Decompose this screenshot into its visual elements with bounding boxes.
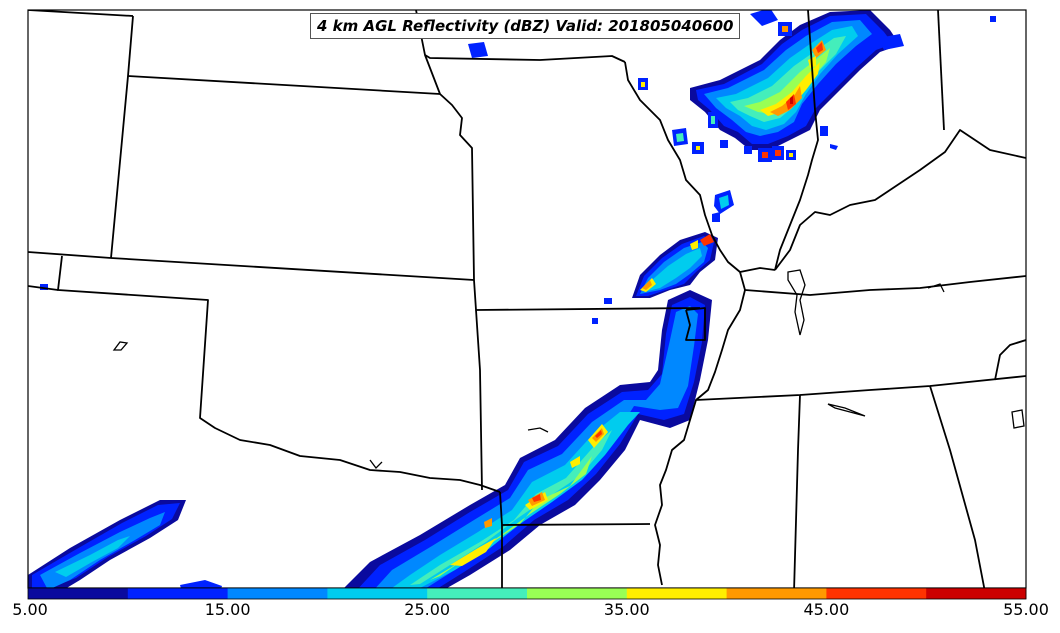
boundary-il-in: [774, 10, 819, 271]
echo-band-main: [344, 290, 712, 588]
boundary-ne-ks: [127, 75, 441, 95]
boundary-ks-mo: [439, 93, 475, 281]
boundary-il-ky: [739, 267, 776, 273]
colorbar-swatch: [826, 588, 927, 599]
colorbar-border: [27, 587, 1027, 600]
boundary-al-ga: [929, 385, 986, 588]
colorbar-tick-label: 45.00: [803, 600, 850, 619]
boundary-mo-bootheel: [685, 307, 706, 341]
lake-nm: [112, 341, 129, 351]
echo-cluster-north: [40, 10, 996, 324]
boundary-ne-sd: [28, 10, 134, 17]
colorbar-swatch: [726, 588, 827, 599]
lake-ga: [1011, 409, 1025, 429]
lakes: [112, 269, 1025, 469]
colorbar-tick-label: 55.00: [1003, 600, 1049, 619]
colorbar-swatch: [327, 588, 428, 599]
echo-band-missouri: [632, 190, 734, 298]
colorbar: [27, 587, 1027, 600]
boundary-in-oh: [937, 10, 945, 131]
colorbar-swatch: [626, 588, 728, 599]
boundary-mississippi-river: [624, 61, 746, 586]
lake-ok: [369, 459, 383, 469]
colorbar-tick-label: 35.00: [603, 600, 650, 619]
colorbar-swatch: [427, 588, 528, 599]
boundary-ks-ok-east: [110, 257, 475, 281]
lake-tn: [927, 283, 945, 293]
boundary-ok-tx: [57, 255, 501, 493]
boundary-ia-mo: [424, 54, 626, 63]
map-title: 4 km AGL Reflectivity (dBZ) Valid: 20180…: [310, 13, 741, 39]
boundary-va-nc: [994, 339, 1026, 381]
state-boundaries: [28, 10, 1026, 588]
colorbar-tick-label: 15.00: [204, 600, 251, 619]
colorbar-tick-label: 25.00: [404, 600, 451, 619]
lake-al: [827, 403, 866, 417]
boundary-tn-south: [695, 375, 1026, 401]
colorbar-swatch: [527, 588, 628, 599]
colorbar-swatch: [926, 588, 1027, 599]
lake-tx-ark: [527, 427, 549, 433]
boundary-ky-tn: [744, 275, 1026, 296]
reflectivity-field: [28, 10, 996, 588]
echo-band-southwest: [28, 500, 222, 588]
colorbar-swatch: [227, 588, 328, 599]
boundary-nm-tx: [28, 285, 59, 291]
boundary-ms-al: [793, 394, 801, 588]
boundary-ok-ar: [475, 309, 483, 491]
colorbar-swatch: [127, 588, 229, 599]
boundary-ks-ok: [28, 251, 112, 259]
colorbar-tick-label: 5.00: [12, 600, 48, 619]
boundary-ohio-river: [774, 129, 1026, 271]
lake-ky: [787, 269, 806, 336]
colorbar-swatch: [28, 588, 129, 599]
